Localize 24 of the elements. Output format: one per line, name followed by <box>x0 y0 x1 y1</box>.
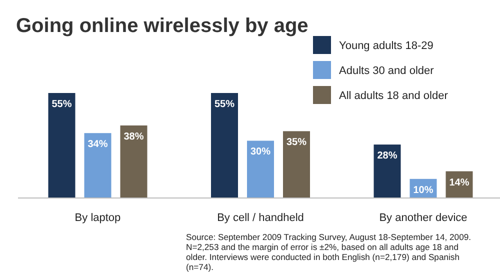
data-label: 14% <box>449 177 470 188</box>
x-tick-label: By another device <box>379 212 468 224</box>
bar <box>48 93 76 198</box>
data-label: 55% <box>214 99 235 110</box>
data-label: 34% <box>88 139 108 150</box>
data-label: 10% <box>413 184 434 196</box>
data-label: 30% <box>250 146 271 158</box>
legend-label: All adults 18 and older <box>339 90 448 102</box>
data-label: 38% <box>124 131 144 142</box>
source-note: Source: September 2009 Tracking Survey, August 18-September 14, 2009. N=2,253 and the margin of error is ±2%, based on all adults age 18 and older. Interviews were conducted in both English (n=2,179) and Spanish (n=74). <box>186 232 472 272</box>
legend-label: Adults 30 and older <box>339 65 434 77</box>
bar <box>247 140 274 198</box>
chart-title: Going online wirelessly by age <box>16 15 308 37</box>
bar <box>283 131 310 198</box>
data-label: 55% <box>52 99 72 110</box>
bar <box>374 144 401 198</box>
data-label: 28% <box>377 150 398 162</box>
bar <box>120 125 148 198</box>
x-tick-label: By laptop <box>74 212 121 224</box>
data-label: 35% <box>286 137 307 148</box>
bar <box>211 93 238 198</box>
legend-label: Young adults 18-29 <box>339 40 434 52</box>
x-tick-label: By cell / handheld <box>217 212 304 224</box>
bar <box>84 133 112 198</box>
